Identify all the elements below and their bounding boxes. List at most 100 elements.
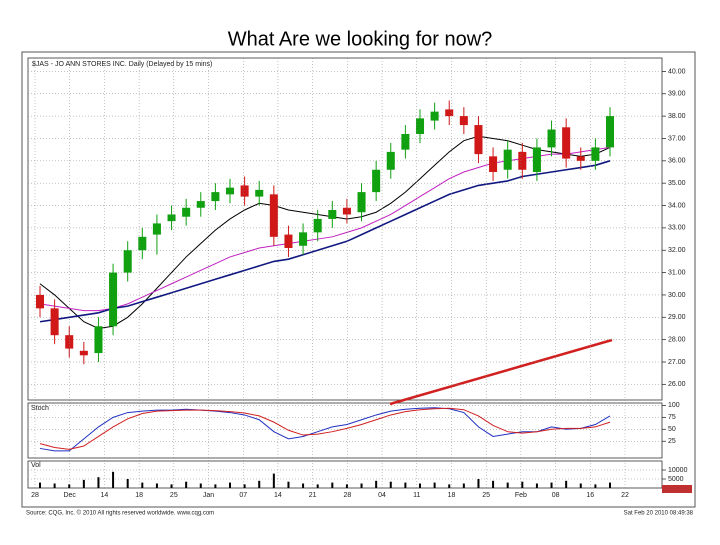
candle-body bbox=[328, 210, 337, 219]
x-tick-label: 04 bbox=[378, 492, 386, 499]
y-tick-label: 39.00 bbox=[668, 91, 686, 98]
x-tick-label: Jan bbox=[203, 492, 214, 499]
y-tick-label: 28.00 bbox=[668, 336, 686, 343]
volume-bar bbox=[506, 482, 509, 488]
volume-bar bbox=[419, 483, 421, 488]
x-tick-label: 11 bbox=[413, 492, 420, 499]
x-tick-label: 25 bbox=[482, 492, 490, 499]
x-tick-label: 18 bbox=[448, 492, 456, 499]
stoch-line bbox=[39, 407, 611, 450]
volume-bar bbox=[258, 480, 261, 488]
y-tick-label: 5000 bbox=[668, 476, 684, 483]
candle-body bbox=[211, 192, 220, 202]
x-tick-label: 28 bbox=[343, 492, 351, 499]
candle-body bbox=[357, 192, 366, 213]
x-tick-label: Dec bbox=[63, 492, 76, 499]
x-tick-label: 16 bbox=[586, 492, 594, 499]
candle-body bbox=[182, 207, 191, 217]
volume-bar bbox=[375, 480, 378, 488]
slide-title: What Are we looking for now? bbox=[228, 28, 493, 50]
candle-body bbox=[547, 129, 556, 148]
candle-body bbox=[65, 335, 74, 349]
y-tick-label: 100 bbox=[668, 402, 680, 409]
candle-body bbox=[372, 169, 381, 193]
candle-body bbox=[240, 185, 249, 197]
candle-body bbox=[591, 147, 600, 161]
y-tick-label: 38.00 bbox=[668, 113, 686, 120]
candle-body bbox=[196, 201, 205, 208]
candle-body bbox=[152, 223, 161, 235]
price-flag bbox=[662, 485, 692, 493]
candle-body bbox=[342, 207, 351, 215]
volume-bar bbox=[448, 484, 451, 488]
y-tick-label: 29.00 bbox=[668, 314, 686, 321]
stoch-panel bbox=[27, 402, 663, 459]
volume-bar bbox=[609, 482, 611, 488]
volume-bar bbox=[579, 483, 582, 488]
candle-body bbox=[50, 308, 59, 336]
candle-body bbox=[109, 272, 118, 327]
volume-bar bbox=[97, 477, 100, 488]
volume-bar bbox=[126, 479, 129, 488]
candle-body bbox=[562, 127, 571, 159]
volume-bar bbox=[477, 479, 480, 488]
x-tick-label: Feb bbox=[515, 492, 527, 499]
candle-body bbox=[138, 236, 147, 251]
candle-body bbox=[79, 350, 88, 356]
volume-bar bbox=[345, 484, 348, 488]
candle-body bbox=[445, 109, 454, 117]
candle-body bbox=[94, 326, 103, 354]
y-tick-label: 33.00 bbox=[668, 225, 686, 232]
x-tick-label: 07 bbox=[239, 492, 247, 499]
x-tick-label: 28 bbox=[31, 492, 39, 499]
y-tick-label: 40.00 bbox=[668, 68, 686, 75]
volume-bar bbox=[39, 482, 41, 488]
y-tick-label: 50 bbox=[668, 426, 676, 433]
candle-body bbox=[518, 151, 527, 170]
y-tick-label: 27.00 bbox=[668, 359, 686, 366]
volume-title: Vol bbox=[31, 462, 41, 469]
candle-body bbox=[532, 147, 541, 172]
candle-body bbox=[503, 149, 512, 170]
candle-body bbox=[167, 214, 176, 222]
volume-bar bbox=[535, 483, 538, 488]
candle-body bbox=[415, 118, 425, 134]
candle-body bbox=[489, 156, 498, 172]
trend-line bbox=[389, 338, 613, 406]
chart-header: $JAS - JO ANN STORES INC. Daily (Delayed… bbox=[32, 61, 212, 68]
volume-bar bbox=[433, 482, 436, 488]
volume-bar bbox=[185, 481, 188, 488]
volume-bar bbox=[170, 484, 173, 488]
volume-bar bbox=[389, 481, 392, 488]
price-panel bbox=[27, 57, 663, 401]
candle-body bbox=[313, 218, 322, 233]
moving-average bbox=[39, 160, 611, 323]
candle-body bbox=[386, 151, 395, 170]
volume-bar bbox=[550, 482, 553, 488]
x-tick-label: 08 bbox=[552, 492, 560, 499]
x-tick-label: 18 bbox=[135, 492, 143, 499]
volume-bar bbox=[229, 482, 231, 488]
candle-body bbox=[459, 116, 468, 126]
volume-bar bbox=[68, 484, 71, 488]
y-tick-label: 31.00 bbox=[668, 269, 686, 276]
volume-bar bbox=[492, 480, 495, 488]
volume-bar bbox=[316, 484, 319, 488]
source-note: Source: CQG, Inc. © 2010 All rights rese… bbox=[26, 510, 214, 517]
candle-body bbox=[269, 194, 278, 237]
volume-bar bbox=[594, 484, 597, 488]
candle-body bbox=[255, 189, 264, 197]
candle-body bbox=[474, 125, 483, 155]
candle-body bbox=[605, 116, 615, 148]
candle-body bbox=[299, 232, 308, 246]
y-tick-label: 37.00 bbox=[668, 135, 686, 142]
candle-body bbox=[35, 294, 45, 309]
x-tick-label: 22 bbox=[621, 492, 629, 499]
volume-bar bbox=[53, 483, 56, 488]
y-tick-label: 10000 bbox=[668, 467, 688, 474]
candle-body bbox=[284, 234, 293, 248]
volume-bar bbox=[360, 483, 363, 488]
x-tick-label: 14 bbox=[274, 492, 282, 499]
stoch-title: Stoch bbox=[31, 405, 49, 412]
candle-body bbox=[123, 250, 132, 273]
